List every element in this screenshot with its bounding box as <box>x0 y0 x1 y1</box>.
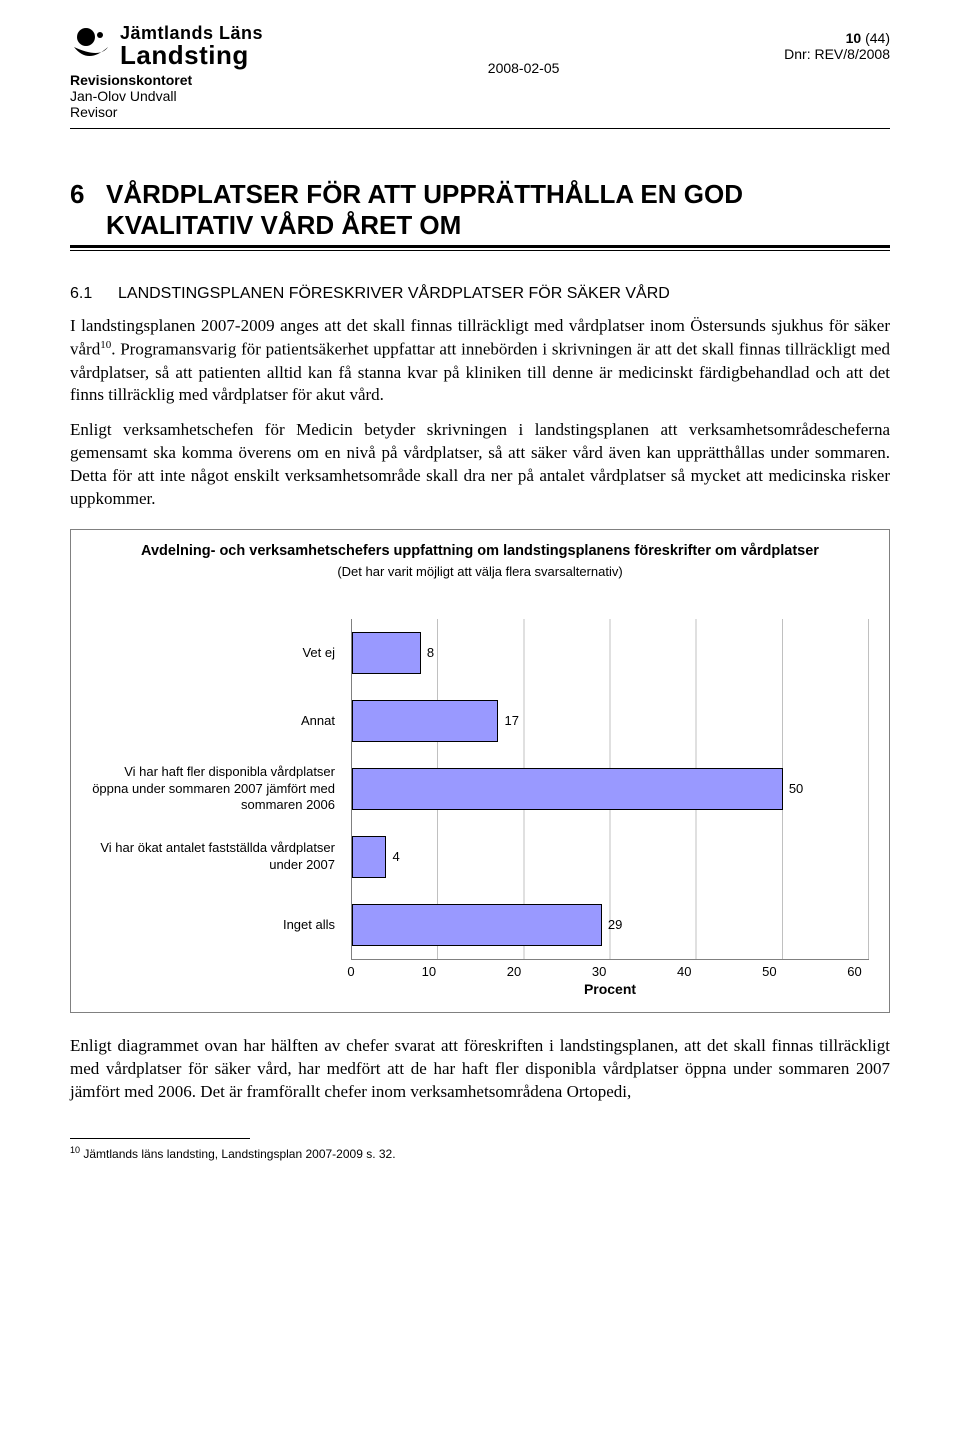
chart-x-tick: 20 <box>507 964 521 979</box>
chart-bar <box>352 768 783 810</box>
footnote-ref-10: 10 <box>100 339 111 351</box>
footnote-text: Jämtlands läns landsting, Landstingsplan… <box>80 1147 396 1161</box>
chart-title: Avdelning- och verksamhetschefers uppfat… <box>91 542 869 562</box>
heading-1-text: VÅRDPLATSER FÖR ATT UPPRÄTTHÅLLA EN GOD … <box>106 179 890 241</box>
chart-subtitle: (Det har varit möjligt att välja flera s… <box>91 564 869 579</box>
logo-icon <box>70 25 112 67</box>
chart-bar-value: 17 <box>504 713 518 728</box>
chart-bar-value: 29 <box>608 917 622 932</box>
chart-bar <box>352 904 602 946</box>
header-role: Revisor <box>70 104 263 120</box>
chart-plot: 8 17 50 4 29 <box>351 619 869 960</box>
chart-bar <box>352 632 421 674</box>
heading-2-number: 6.1 <box>70 285 102 303</box>
paragraph-1b: . Programansvarig för patientsäkerhet up… <box>70 340 890 405</box>
logo-block: Jämtlands Läns Landsting <box>70 24 263 68</box>
header-left: Jämtlands Läns Landsting Revisionskontor… <box>70 24 263 120</box>
chart-y-labels: Vet ejAnnatVi har haft fler disponibla v… <box>91 619 341 960</box>
heading-1-number: 6 <box>70 179 92 210</box>
header-dnr: Dnr: REV/8/2008 <box>784 46 890 62</box>
chart-area: Vet ejAnnatVi har haft fler disponibla v… <box>91 619 869 996</box>
heading-2: 6.1 LANDSTINGSPLANEN FÖRESKRIVER VÅRDPLA… <box>70 285 890 303</box>
footnote: 10 Jämtlands läns landsting, Landstingsp… <box>70 1145 890 1161</box>
chart-bar-row: 17 <box>352 687 869 755</box>
heading-1: 6 VÅRDPLATSER FÖR ATT UPPRÄTTHÅLLA EN GO… <box>70 179 890 241</box>
heading-2-text: LANDSTINGSPLANEN FÖRESKRIVER VÅRDPLATSER… <box>118 285 670 303</box>
chart-bar-value: 4 <box>392 849 399 864</box>
chart-x-tick: 50 <box>762 964 776 979</box>
chart-x-tick: 60 <box>847 964 861 979</box>
chart-bar <box>352 700 498 742</box>
page-header: Jämtlands Läns Landsting Revisionskontor… <box>70 24 890 120</box>
chart-bar <box>352 836 386 878</box>
header-author: Jan-Olov Undvall <box>70 88 263 104</box>
paragraph-3: Enligt diagrammet ovan har hälften av ch… <box>70 1035 890 1104</box>
logo-text-line2: Landsting <box>120 42 263 68</box>
chart-bar-row: 4 <box>352 823 869 891</box>
footnote-separator <box>70 1138 250 1139</box>
chart-x-ticks: 0102030405060 <box>351 964 869 979</box>
chart-category-label: Annat <box>91 687 341 755</box>
header-rule <box>70 128 890 129</box>
chart-x-tick: 0 <box>347 964 354 979</box>
chart-category-label: Vi har ökat antalet fastställda vårdplat… <box>91 823 341 891</box>
chart-category-label: Vi har haft fler disponibla vårdplatser … <box>91 755 341 823</box>
chart-bar-row: 50 <box>352 755 869 823</box>
chart-bar-value: 50 <box>789 781 803 796</box>
chart-x-tick: 40 <box>677 964 691 979</box>
header-right: 10 (44) Dnr: REV/8/2008 <box>784 24 890 62</box>
footnote-number: 10 <box>70 1145 80 1155</box>
header-date: 2008-02-05 <box>488 24 560 76</box>
chart-category-label: Inget alls <box>91 891 341 959</box>
paragraph-1: I landstingsplanen 2007-2009 anges att d… <box>70 315 890 407</box>
page-number-current: 10 <box>846 30 862 46</box>
chart-bar-row: 29 <box>352 891 869 959</box>
chart-bar-row: 8 <box>352 619 869 687</box>
chart-bar-value: 8 <box>427 645 434 660</box>
chart-x-axis: 0102030405060 Procent <box>351 960 869 996</box>
chart-x-tick: 30 <box>592 964 606 979</box>
header-dept: Revisionskontoret <box>70 72 263 88</box>
chart-x-label: Procent <box>351 981 869 997</box>
chart-container: Avdelning- och verksamhetschefers uppfat… <box>70 529 890 1013</box>
chart-category-label: Vet ej <box>91 619 341 687</box>
paragraph-2: Enligt verksamhetschefen för Medicin bet… <box>70 419 890 511</box>
heading-1-rule <box>70 245 890 251</box>
chart-x-tick: 10 <box>422 964 436 979</box>
page-number-total: (44) <box>865 30 890 46</box>
